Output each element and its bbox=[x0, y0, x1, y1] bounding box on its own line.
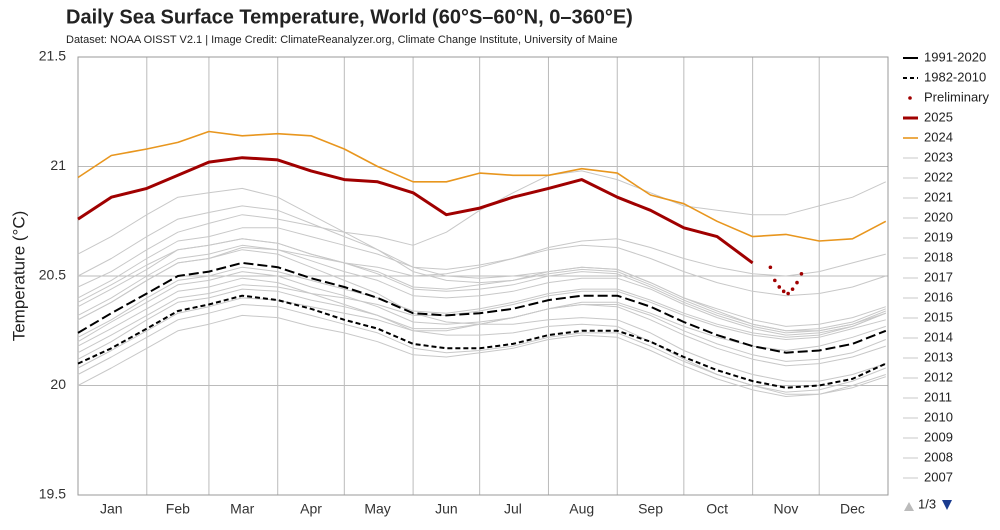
preliminary-point bbox=[795, 280, 799, 285]
series-line bbox=[77, 227, 886, 299]
legend-label[interactable]: 2008 bbox=[924, 449, 953, 464]
legend-label[interactable]: 2016 bbox=[924, 289, 953, 304]
series-line bbox=[77, 238, 886, 334]
preliminary-point bbox=[781, 289, 786, 294]
grid bbox=[78, 56, 888, 496]
preliminary-point bbox=[786, 291, 790, 296]
legend-pager: 1/3 bbox=[904, 496, 952, 511]
legend-label[interactable]: 1991-2020 bbox=[924, 49, 986, 64]
legend-next[interactable] bbox=[942, 500, 952, 510]
x-tick-label: Oct bbox=[706, 501, 728, 517]
legend-label[interactable]: 1982-2010 bbox=[924, 69, 986, 84]
series-line bbox=[77, 156, 754, 265]
series-line bbox=[77, 314, 886, 397]
series-line bbox=[77, 266, 886, 338]
legend-label[interactable]: 2012 bbox=[924, 369, 953, 384]
preliminary-point bbox=[777, 285, 782, 289]
preliminary-point bbox=[773, 278, 777, 283]
x-tick-label: Dec bbox=[840, 501, 865, 517]
preliminary-point bbox=[799, 272, 804, 276]
series-line bbox=[77, 304, 886, 393]
series-line bbox=[77, 294, 887, 389]
legend-label[interactable]: 2011 bbox=[924, 389, 952, 404]
y-tick-label: 21.5 bbox=[39, 48, 66, 64]
series-line bbox=[77, 170, 887, 288]
legend-label[interactable]: Preliminary bbox=[924, 89, 990, 104]
y-tick-label: 19.5 bbox=[39, 486, 66, 502]
series-line bbox=[77, 261, 887, 354]
x-tick-label: May bbox=[364, 501, 390, 517]
series-line bbox=[77, 284, 886, 354]
preliminary-point bbox=[790, 287, 795, 291]
legend-label[interactable]: 2009 bbox=[924, 429, 953, 444]
series-line bbox=[77, 238, 886, 327]
series-line bbox=[77, 238, 886, 321]
legend-swatch bbox=[908, 96, 912, 100]
legend-label[interactable]: 2013 bbox=[924, 349, 953, 364]
x-tick-label: Mar bbox=[230, 501, 254, 517]
legend-label[interactable]: 2010 bbox=[924, 409, 953, 424]
legend-label[interactable]: 2018 bbox=[924, 249, 953, 264]
legend-label[interactable]: 2014 bbox=[924, 329, 953, 344]
y-tick-label: 21 bbox=[50, 157, 66, 173]
x-tick-label: Jul bbox=[504, 501, 522, 517]
preliminary-point bbox=[768, 265, 773, 270]
series-line bbox=[77, 244, 886, 336]
x-tick-label: Nov bbox=[773, 501, 798, 517]
chart-subtitle: Dataset: NOAA OISST V2.1 | Image Credit:… bbox=[66, 34, 618, 46]
x-tick-label: Aug bbox=[569, 501, 594, 517]
y-tick-label: 20 bbox=[50, 376, 66, 392]
legend-label[interactable]: 2019 bbox=[924, 229, 953, 244]
y-axis-label: Temperature (°C) bbox=[9, 211, 28, 342]
x-tick-label: Sep bbox=[638, 501, 663, 517]
x-tick-label: Jan bbox=[100, 501, 123, 517]
x-tick-label: Feb bbox=[166, 501, 190, 517]
legend-label[interactable]: 2015 bbox=[924, 309, 953, 324]
legend-label[interactable]: 2021 bbox=[924, 189, 953, 204]
series-line bbox=[77, 288, 886, 367]
x-tick-label: Jun bbox=[435, 501, 458, 517]
series-line bbox=[77, 130, 887, 242]
legend-label[interactable]: 2022 bbox=[924, 169, 953, 184]
chart-title: Daily Sea Surface Temperature, World (60… bbox=[66, 6, 633, 28]
y-tick-label: 20.5 bbox=[39, 267, 66, 283]
series-line bbox=[77, 205, 886, 332]
series-line bbox=[77, 271, 886, 362]
legend-prev[interactable] bbox=[904, 502, 914, 511]
legend-label[interactable]: 2017 bbox=[924, 269, 953, 284]
legend-label[interactable]: 2007 bbox=[924, 469, 953, 484]
x-tick-label: Apr bbox=[300, 501, 322, 517]
legend-label[interactable]: 2024 bbox=[924, 129, 953, 144]
legend-label[interactable]: 2023 bbox=[924, 149, 953, 164]
legend-page: 1/3 bbox=[918, 496, 936, 511]
legend-label[interactable]: 2025 bbox=[924, 109, 953, 124]
legend-label[interactable]: 2020 bbox=[924, 209, 953, 224]
